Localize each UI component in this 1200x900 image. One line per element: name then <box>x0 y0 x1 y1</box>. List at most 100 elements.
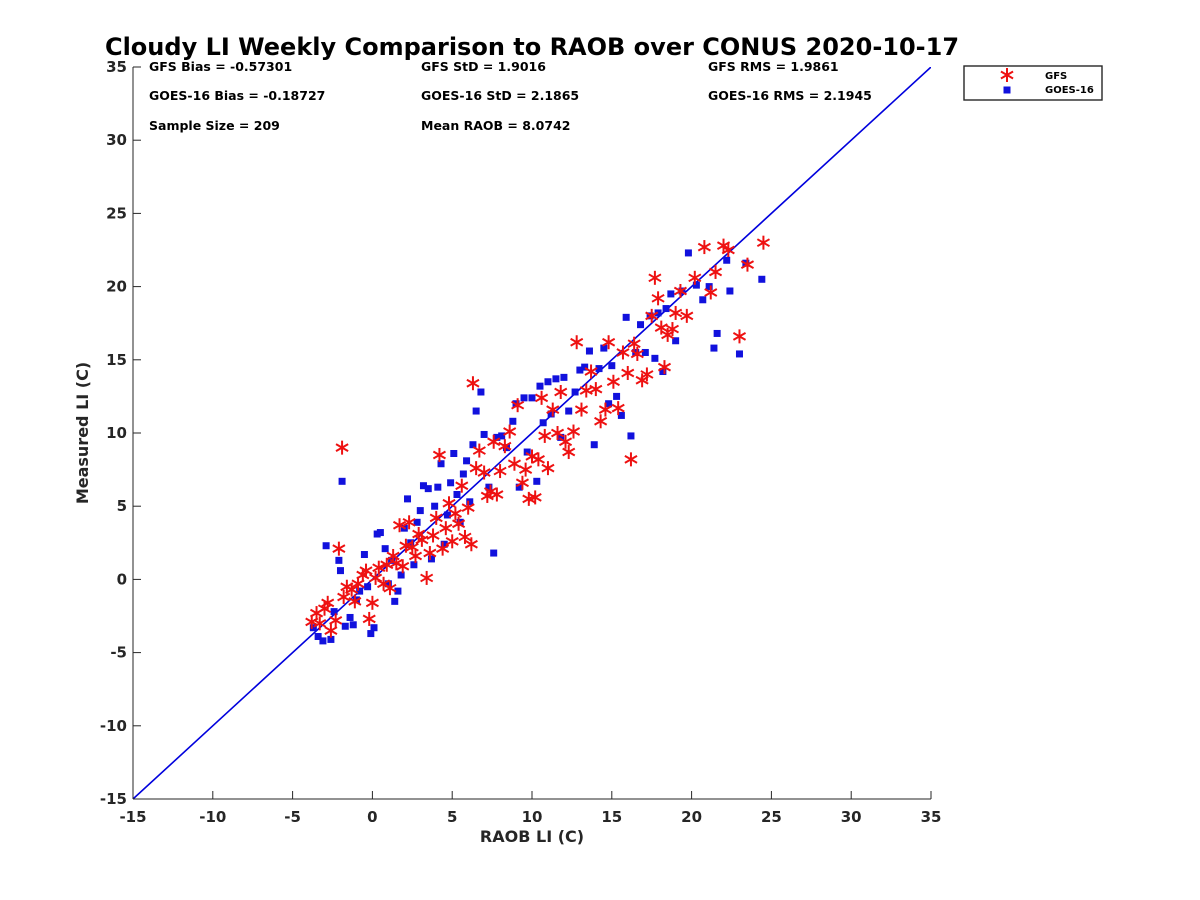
data-point-goes-16 <box>692 281 700 289</box>
statistics-annotations: GFS Bias = -0.57301 GFS StD = 1.9016 GFS R… <box>149 59 872 133</box>
data-point-gfs <box>541 461 555 476</box>
data-point-gfs <box>423 546 437 561</box>
data-point-gfs <box>594 414 608 429</box>
data-point-gfs <box>345 582 359 597</box>
data-point-goes-16 <box>590 441 598 449</box>
data-point-goes-16 <box>472 407 480 415</box>
data-point-goes-16 <box>319 637 327 645</box>
data-point-goes-16 <box>723 256 731 264</box>
data-point-goes-16 <box>672 337 680 345</box>
data-point-gfs <box>531 452 545 467</box>
data-point-gfs <box>589 382 603 397</box>
data-point-gfs <box>507 456 522 471</box>
legend-label-gfs: GFS <box>1045 71 1067 82</box>
data-point-goes-16 <box>391 597 399 605</box>
data-point-gfs <box>503 424 517 439</box>
data-point-gfs <box>359 563 373 578</box>
data-point-goes-16 <box>416 507 424 515</box>
data-point-goes-16 <box>571 388 579 396</box>
data-point-gfs <box>466 376 480 391</box>
data-point-goes-16 <box>605 400 613 408</box>
data-point-gfs <box>640 367 654 382</box>
data-point-gfs <box>477 465 491 480</box>
data-point-goes-16 <box>622 313 630 321</box>
data-point-gfs <box>673 283 687 298</box>
data-point-goes-16 <box>431 502 439 510</box>
x-tick-label: 5 <box>447 808 457 826</box>
data-point-gfs <box>546 402 560 417</box>
data-point-goes-16 <box>552 375 560 383</box>
data-point-goes-16 <box>413 518 421 526</box>
data-point-gfs <box>461 500 475 515</box>
data-point-goes-16 <box>338 477 346 485</box>
stat-text: GFS StD = 1.9016 <box>421 59 546 74</box>
x-tick-label: 20 <box>681 808 702 826</box>
data-point-gfs <box>535 390 549 405</box>
data-point-goes-16 <box>533 477 541 485</box>
data-point-goes-16 <box>490 549 498 557</box>
data-point-goes-16 <box>735 350 743 358</box>
data-point-gfs <box>602 335 616 350</box>
data-point-goes-16 <box>662 305 670 313</box>
data-point-goes-16 <box>710 344 718 352</box>
data-point-goes-16 <box>498 432 506 440</box>
data-point-goes-16 <box>459 470 467 478</box>
data-point-goes-16 <box>327 635 335 643</box>
y-tick-label: 30 <box>106 131 127 149</box>
data-point-goes-16 <box>330 608 338 616</box>
y-tick-label: 20 <box>106 278 127 296</box>
stat-text: GOES-16 Bias = -0.18727 <box>149 88 325 103</box>
data-point-goes-16 <box>565 407 573 415</box>
data-point-goes-16 <box>758 275 766 283</box>
data-point-gfs <box>469 461 483 476</box>
data-point-gfs <box>439 521 453 536</box>
data-point-goes-16 <box>528 394 536 402</box>
data-point-gfs <box>558 434 573 449</box>
data-point-gfs <box>651 291 665 306</box>
data-point-gfs <box>429 510 443 525</box>
data-point-goes-16 <box>381 545 389 553</box>
x-tick-label: 30 <box>841 808 862 826</box>
data-point-goes-16 <box>705 283 713 291</box>
y-tick-label: 25 <box>106 204 127 222</box>
one-to-one-reference-line <box>133 67 931 799</box>
data-point-goes-16 <box>309 624 317 632</box>
data-point-gfs <box>415 532 429 547</box>
data-point-gfs <box>669 305 683 320</box>
data-point-gfs <box>621 365 635 380</box>
data-point-gfs <box>627 336 641 351</box>
data-point-gfs <box>616 345 630 360</box>
data-point-gfs <box>396 559 410 574</box>
data-point-gfs <box>708 264 723 279</box>
x-tick-label: 10 <box>522 808 543 826</box>
data-point-goes-16 <box>509 417 517 425</box>
data-point-gfs <box>740 257 755 272</box>
data-point-gfs <box>611 401 625 416</box>
data-point-goes-16 <box>450 449 458 457</box>
data-point-gfs <box>335 440 349 455</box>
y-tick-label: 15 <box>106 351 127 369</box>
data-point-gfs <box>680 308 694 323</box>
data-point-gfs <box>383 581 397 596</box>
series-goes-16 <box>309 249 766 645</box>
data-point-goes-16 <box>515 483 523 491</box>
chart-title: Cloudy LI Weekly Comparison to RAOB over… <box>105 33 959 61</box>
data-point-goes-16 <box>336 567 344 575</box>
data-point-goes-16 <box>667 290 675 298</box>
data-point-goes-16 <box>404 495 412 503</box>
data-point-goes-16 <box>397 571 405 579</box>
data-point-gfs <box>369 570 383 585</box>
data-point-goes-16 <box>341 622 349 630</box>
data-point-gfs <box>538 428 552 443</box>
data-point-gfs <box>487 434 501 449</box>
data-point-gfs <box>420 570 434 585</box>
data-point-goes-16 <box>466 498 474 506</box>
data-point-goes-16 <box>520 394 528 402</box>
data-point-goes-16 <box>440 540 448 548</box>
data-point-goes-16 <box>322 542 330 550</box>
data-point-gfs <box>313 616 327 631</box>
data-point-goes-16 <box>581 363 589 371</box>
data-point-goes-16 <box>544 378 552 386</box>
data-point-gfs <box>402 515 416 530</box>
data-point-gfs <box>562 445 576 460</box>
